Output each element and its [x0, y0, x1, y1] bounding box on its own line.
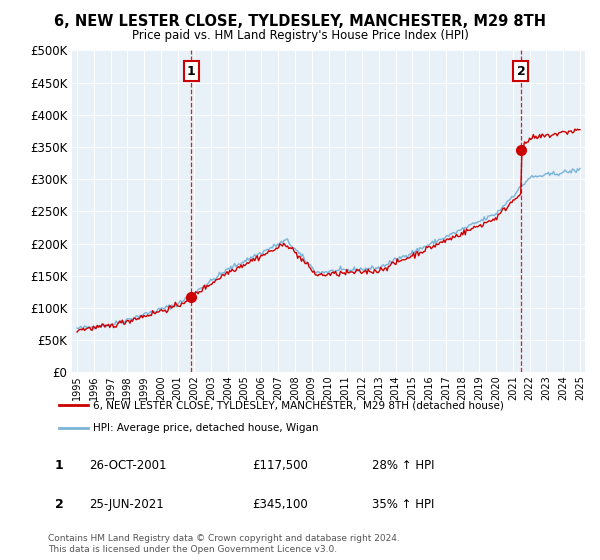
Text: 6, NEW LESTER CLOSE, TYLDESLEY, MANCHESTER,  M29 8TH (detached house): 6, NEW LESTER CLOSE, TYLDESLEY, MANCHEST… — [93, 400, 504, 410]
Text: 35% ↑ HPI: 35% ↑ HPI — [372, 498, 434, 511]
Text: Contains HM Land Registry data © Crown copyright and database right 2024.: Contains HM Land Registry data © Crown c… — [48, 534, 400, 543]
Text: £345,100: £345,100 — [252, 498, 308, 511]
Text: 26-OCT-2001: 26-OCT-2001 — [89, 459, 166, 472]
Text: 25-JUN-2021: 25-JUN-2021 — [89, 498, 164, 511]
Text: 28% ↑ HPI: 28% ↑ HPI — [372, 459, 434, 472]
Text: This data is licensed under the Open Government Licence v3.0.: This data is licensed under the Open Gov… — [48, 545, 337, 554]
Text: HPI: Average price, detached house, Wigan: HPI: Average price, detached house, Wiga… — [93, 423, 319, 433]
Text: 1: 1 — [55, 459, 64, 472]
Text: 6, NEW LESTER CLOSE, TYLDESLEY, MANCHESTER, M29 8TH: 6, NEW LESTER CLOSE, TYLDESLEY, MANCHEST… — [54, 14, 546, 29]
Text: 2: 2 — [55, 498, 64, 511]
Text: Price paid vs. HM Land Registry's House Price Index (HPI): Price paid vs. HM Land Registry's House … — [131, 29, 469, 42]
Text: 2: 2 — [517, 64, 526, 77]
Text: £117,500: £117,500 — [252, 459, 308, 472]
Text: 1: 1 — [187, 64, 196, 77]
